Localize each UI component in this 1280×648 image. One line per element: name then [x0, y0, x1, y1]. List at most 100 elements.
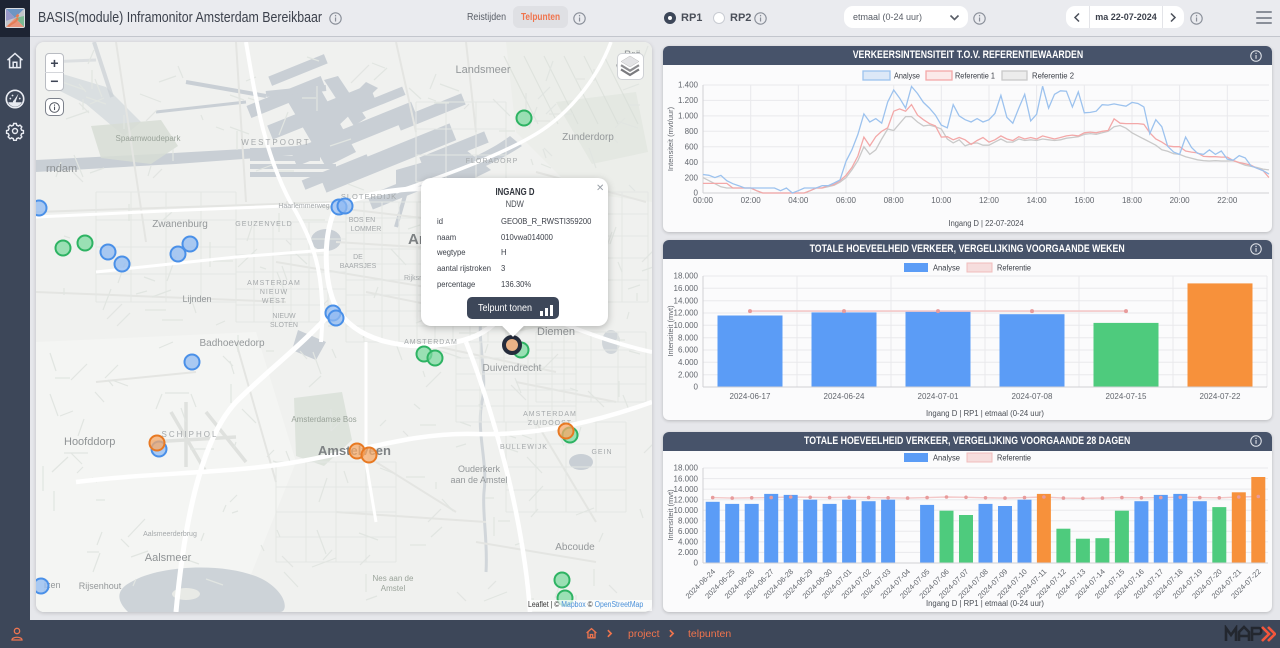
svg-text:LOMMER: LOMMER [351, 226, 382, 233]
svg-text:Intensiteit (mvt): Intensiteit (mvt) [666, 489, 675, 541]
svg-text:WEST: WEST [262, 298, 286, 305]
svg-text:Ingang D | RP1 | etmaal (0-24: Ingang D | RP1 | etmaal (0-24 uur) [926, 599, 1044, 608]
svg-text:0: 0 [694, 559, 699, 568]
svg-text:rndam: rndam [46, 163, 77, 175]
svg-text:Aalsmeer: Aalsmeer [145, 552, 192, 564]
svg-text:SCHIPHOL: SCHIPHOL [162, 430, 219, 439]
svg-text:Zunderdorp: Zunderdorp [562, 132, 614, 143]
svg-text:BULLEWIJK: BULLEWIJK [500, 444, 548, 451]
svg-text:NIEUW: NIEUW [272, 313, 296, 320]
svg-text:8.000: 8.000 [678, 333, 699, 342]
svg-text:4.000: 4.000 [678, 538, 699, 547]
svg-text:06:00: 06:00 [836, 196, 857, 205]
svg-text:aan de Amstel: aan de Amstel [450, 475, 507, 485]
svg-text:20:00: 20:00 [1170, 196, 1191, 205]
svg-text:Rijksmu: Rijksmu [404, 275, 429, 282]
svg-text:Diemen: Diemen [537, 326, 575, 338]
svg-text:BAARSJES: BAARSJES [340, 263, 377, 270]
svg-text:10:00: 10:00 [931, 196, 952, 205]
svg-text:Referentie: Referentie [997, 454, 1031, 463]
svg-text:Analyse: Analyse [933, 454, 961, 463]
svg-text:FLORADORP: FLORADORP [466, 158, 519, 165]
svg-text:Intensiteit (mvt): Intensiteit (mvt) [666, 305, 675, 357]
svg-text:Aalsmeerderbrug: Aalsmeerderbrug [143, 531, 197, 538]
svg-text:08:00: 08:00 [884, 196, 905, 205]
svg-text:18:00: 18:00 [1122, 196, 1143, 205]
svg-text:izen: izen [44, 580, 61, 590]
svg-text:2024-06-17: 2024-06-17 [730, 392, 771, 401]
svg-text:2.000: 2.000 [678, 370, 699, 379]
svg-text:16.000: 16.000 [674, 284, 699, 293]
svg-text:Analyse: Analyse [894, 72, 920, 81]
svg-text:Referentie: Referentie [997, 264, 1031, 273]
svg-text:Lijnden: Lijnden [182, 294, 211, 304]
svg-text:GEUZENVELD: GEUZENVELD [235, 221, 292, 228]
svg-text:GEIN: GEIN [591, 449, 612, 456]
svg-text:Amsterdamse Bos: Amsterdamse Bos [291, 415, 356, 424]
svg-text:Badhoevedorp: Badhoevedorp [199, 338, 264, 349]
svg-text:14:00: 14:00 [1027, 196, 1048, 205]
svg-text:NIEUW: NIEUW [260, 289, 288, 296]
svg-text:10.000: 10.000 [674, 321, 699, 330]
svg-text:SLOTEN: SLOTEN [270, 322, 298, 329]
svg-text:Ingang D | 22-07-2024: Ingang D | 22-07-2024 [949, 219, 1025, 228]
svg-text:SLOTERDIJK: SLOTERDIJK [341, 192, 397, 201]
svg-text:4.000: 4.000 [678, 358, 699, 367]
svg-text:Analyse: Analyse [933, 264, 961, 273]
svg-text:Duivendrecht: Duivendrecht [483, 363, 542, 374]
svg-text:0: 0 [694, 383, 699, 392]
svg-text:2024-07-15: 2024-07-15 [1106, 392, 1147, 401]
svg-text:AMSTERDAM: AMSTERDAM [523, 411, 577, 418]
svg-text:Abcoude: Abcoude [555, 542, 595, 553]
svg-text:0: 0 [694, 189, 699, 198]
svg-text:Nes aan de: Nes aan de [373, 574, 414, 583]
svg-text:Hoofddorp: Hoofddorp [64, 436, 115, 448]
svg-text:Landsmeer: Landsmeer [455, 64, 510, 76]
svg-text:18.000: 18.000 [674, 272, 699, 281]
svg-text:10.000: 10.000 [674, 506, 699, 515]
svg-text:18.000: 18.000 [674, 464, 699, 473]
svg-text:02:00: 02:00 [741, 196, 762, 205]
svg-text:Haarlemmerweg: Haarlemmerweg [278, 203, 329, 210]
svg-text:6.000: 6.000 [678, 527, 699, 536]
svg-text:2024-07-01: 2024-07-01 [918, 392, 959, 401]
svg-text:1.200: 1.200 [678, 96, 699, 105]
svg-text:Amstel: Amstel [381, 584, 406, 593]
svg-text:Intensiteit (mvt/uur): Intensiteit (mvt/uur) [666, 106, 675, 171]
svg-text:Zwanenburg: Zwanenburg [152, 219, 208, 230]
svg-text:AMSTERDAM: AMSTERDAM [404, 339, 458, 346]
svg-text:Referentie 1: Referentie 1 [955, 72, 995, 81]
svg-text:14.000: 14.000 [674, 485, 699, 494]
svg-text:12.000: 12.000 [674, 309, 699, 318]
svg-text:AMSTERDAM: AMSTERDAM [247, 280, 301, 287]
svg-text:14.000: 14.000 [674, 296, 699, 305]
svg-text:04:00: 04:00 [788, 196, 809, 205]
svg-text:BOS EN: BOS EN [349, 217, 375, 224]
svg-text:00:00: 00:00 [693, 196, 714, 205]
svg-text:16:00: 16:00 [1074, 196, 1095, 205]
svg-text:Ingang D | RP1 | etmaal (0-24: Ingang D | RP1 | etmaal (0-24 uur) [926, 409, 1044, 418]
svg-text:22:00: 22:00 [1217, 196, 1238, 205]
svg-text:2024-07-08: 2024-07-08 [1012, 392, 1053, 401]
svg-text:200: 200 [685, 173, 699, 182]
svg-text:2024-06-24: 2024-06-24 [824, 392, 865, 401]
svg-text:2024-07-22: 2024-07-22 [1200, 392, 1241, 401]
svg-text:DE: DE [353, 254, 363, 261]
svg-text:400: 400 [685, 158, 699, 167]
svg-text:Rijsenhout: Rijsenhout [79, 581, 122, 591]
svg-text:1.400: 1.400 [678, 81, 699, 90]
svg-text:ZUIDOOST: ZUIDOOST [528, 420, 572, 427]
svg-text:16.000: 16.000 [674, 474, 699, 483]
svg-text:600: 600 [685, 142, 699, 151]
svg-text:6.000: 6.000 [678, 346, 699, 355]
svg-text:Referentie 2: Referentie 2 [1032, 72, 1075, 81]
svg-text:1.000: 1.000 [678, 112, 699, 121]
svg-text:Ouderkerk: Ouderkerk [458, 464, 501, 474]
svg-text:2.000: 2.000 [678, 548, 699, 557]
svg-text:8.000: 8.000 [678, 517, 699, 526]
svg-text:WESTPOORT: WESTPOORT [241, 138, 310, 147]
svg-text:800: 800 [685, 127, 699, 136]
svg-text:12.000: 12.000 [674, 495, 699, 504]
svg-text:12:00: 12:00 [979, 196, 1000, 205]
svg-text:Spaarnwoudepark: Spaarnwoudepark [116, 134, 182, 143]
